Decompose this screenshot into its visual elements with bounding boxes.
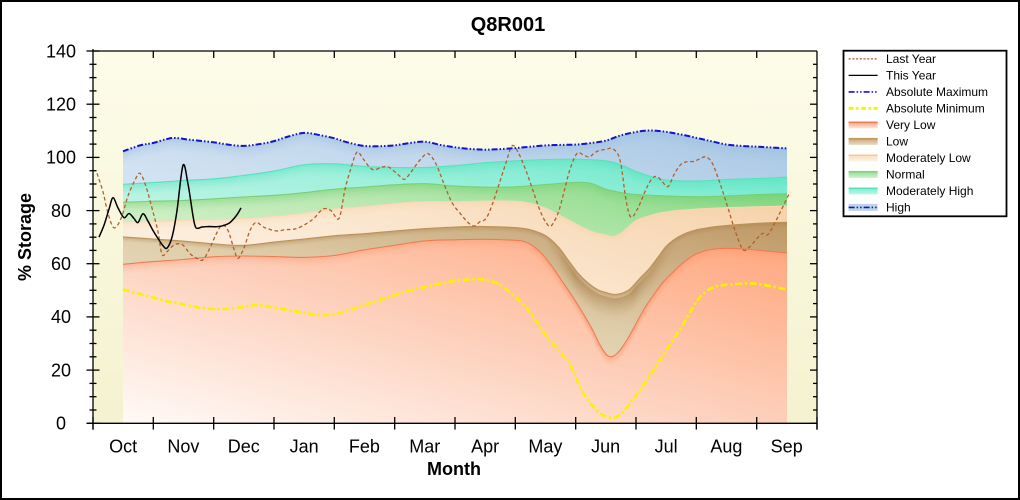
svg-text:140: 140: [46, 41, 76, 61]
svg-text:Normal: Normal: [886, 168, 925, 182]
svg-text:Mar: Mar: [409, 437, 440, 457]
svg-text:Absolute Minimum: Absolute Minimum: [886, 102, 985, 116]
svg-text:Jan: Jan: [290, 437, 319, 457]
svg-text:Very Low: Very Low: [886, 118, 936, 132]
svg-text:% Storage: % Storage: [15, 193, 35, 281]
svg-text:Jun: Jun: [591, 437, 620, 457]
svg-text:Moderately High: Moderately High: [886, 184, 973, 198]
svg-text:Low: Low: [886, 135, 908, 149]
svg-text:Jul: Jul: [655, 437, 678, 457]
svg-text:40: 40: [51, 307, 71, 327]
svg-text:Sep: Sep: [771, 437, 803, 457]
svg-text:20: 20: [51, 360, 71, 380]
svg-text:Feb: Feb: [349, 437, 380, 457]
svg-text:Month: Month: [427, 459, 481, 479]
svg-text:60: 60: [51, 254, 71, 274]
svg-text:0: 0: [56, 414, 66, 434]
svg-text:High: High: [886, 201, 911, 215]
svg-text:Dec: Dec: [228, 437, 260, 457]
svg-text:100: 100: [46, 148, 76, 168]
svg-text:Oct: Oct: [109, 437, 137, 457]
svg-text:Nov: Nov: [167, 437, 199, 457]
svg-text:120: 120: [46, 95, 76, 115]
svg-text:Moderately Low: Moderately Low: [886, 151, 971, 165]
svg-text:May: May: [528, 437, 562, 457]
svg-text:80: 80: [51, 201, 71, 221]
svg-text:Absolute Maximum: Absolute Maximum: [886, 85, 988, 99]
svg-text:Q8R001: Q8R001: [471, 14, 546, 36]
svg-text:Apr: Apr: [471, 437, 499, 457]
svg-text:Last Year: Last Year: [886, 52, 936, 66]
svg-text:This Year: This Year: [886, 69, 936, 83]
svg-text:Aug: Aug: [710, 437, 742, 457]
